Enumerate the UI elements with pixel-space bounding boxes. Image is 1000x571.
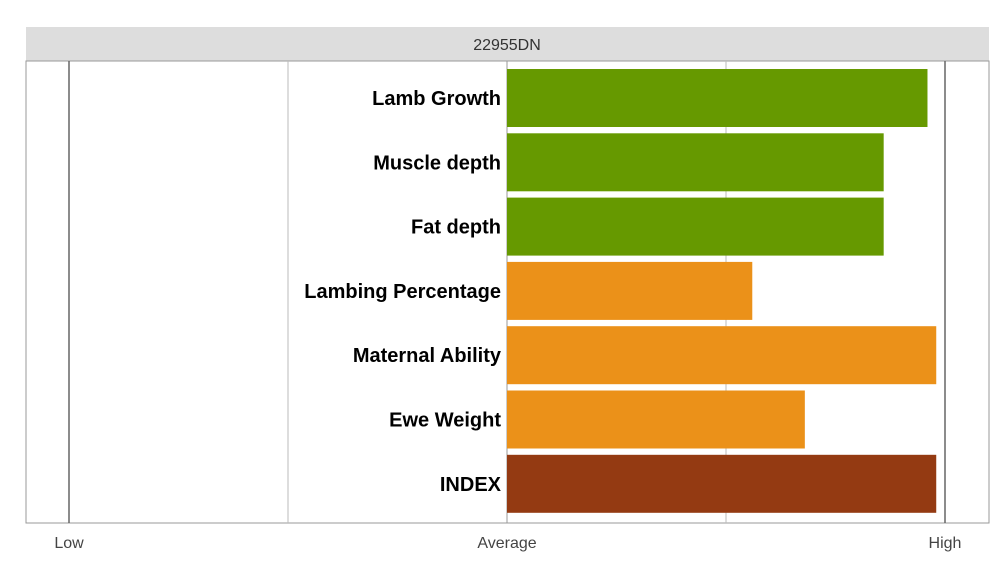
bar-lambing-percentage xyxy=(507,261,753,320)
x-tick-label: High xyxy=(929,535,962,552)
bar-ewe-weight xyxy=(507,390,805,449)
bar-muscle-depth xyxy=(507,133,884,192)
category-label: Maternal Ability xyxy=(353,345,502,367)
category-label: Lambing Percentage xyxy=(304,281,501,303)
category-labels: Lamb Growth Muscle depth Fat depth Lambing … xyxy=(304,88,502,496)
category-label: INDEX xyxy=(440,474,502,496)
bar-maternal-ability xyxy=(507,326,937,385)
category-label: Ewe Weight xyxy=(389,410,501,432)
chart-header-band xyxy=(26,27,989,61)
bar-index xyxy=(507,454,937,513)
x-axis-tick-labels: Low Average High xyxy=(54,535,961,552)
category-label: Fat depth xyxy=(411,217,501,239)
bar-fat-depth xyxy=(507,197,884,256)
bar-lamb-growth xyxy=(507,69,928,127)
category-label: Muscle depth xyxy=(373,152,501,174)
category-label: Lamb Growth xyxy=(372,88,501,110)
bars xyxy=(507,69,937,513)
chart-title: 22955DN xyxy=(473,37,541,54)
x-tick-label: Average xyxy=(477,535,536,552)
x-tick-label: Low xyxy=(54,535,84,552)
